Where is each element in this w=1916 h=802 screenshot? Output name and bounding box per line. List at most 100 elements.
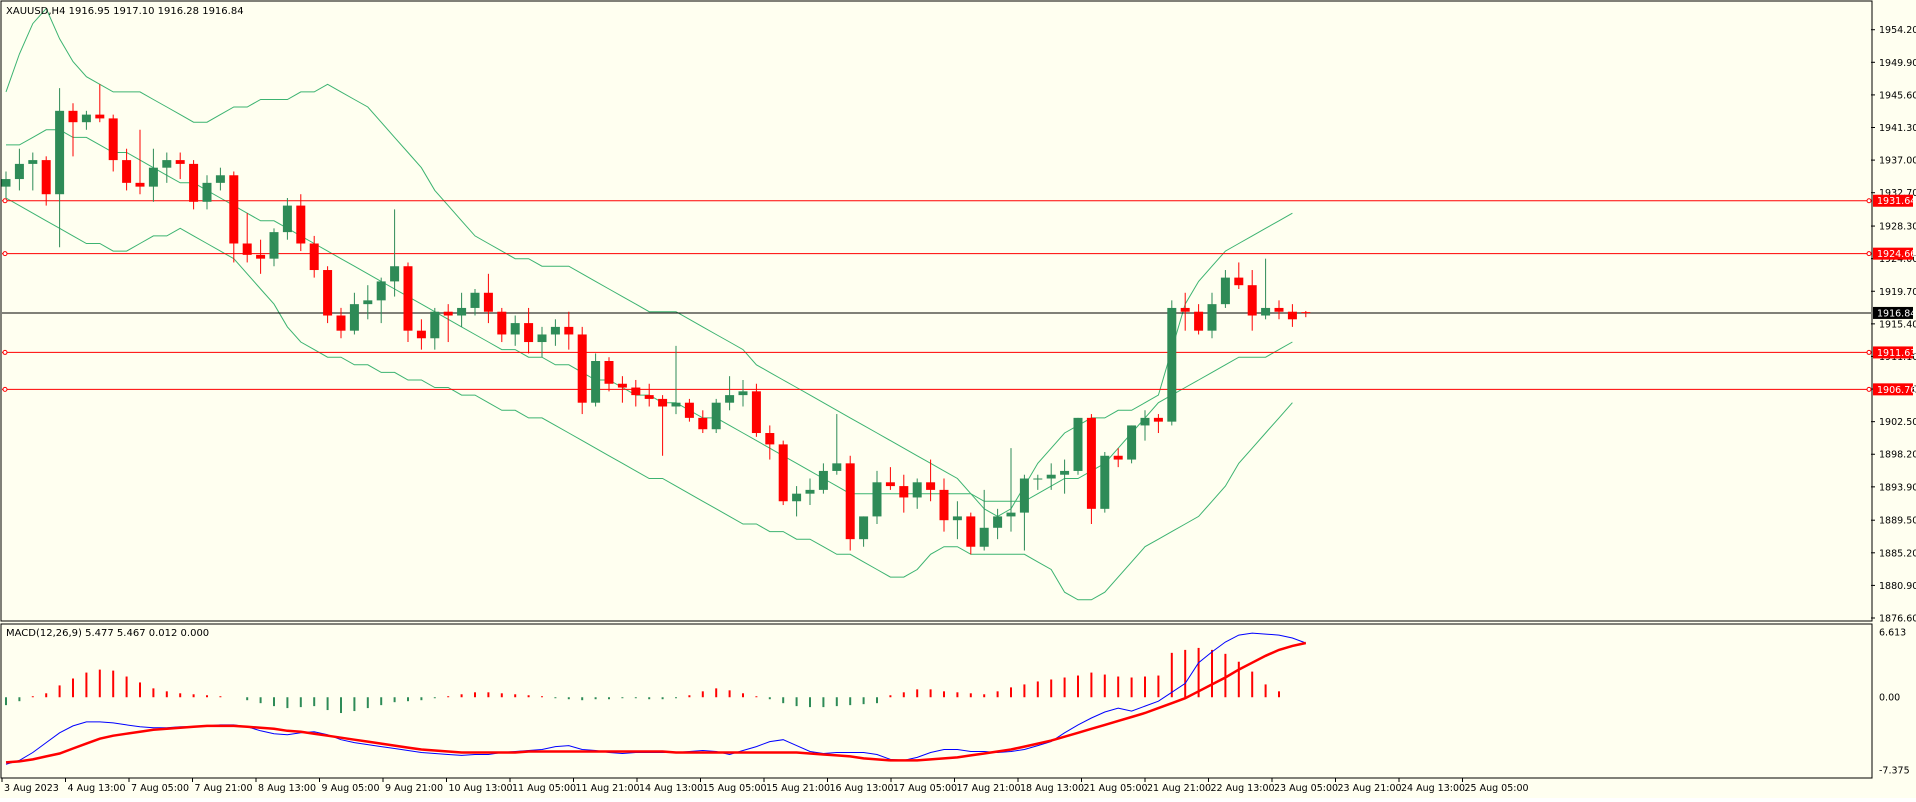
- candle-body-bull: [1167, 307, 1177, 422]
- time-tick-label: 17 Aug 21:00: [957, 783, 1021, 794]
- candle-body-bull: [872, 482, 882, 517]
- candle-body-bull: [1100, 455, 1110, 509]
- price-tick-label: 1902.50: [1879, 417, 1916, 428]
- candle-body-bear: [189, 163, 199, 202]
- candle-body-bear: [416, 330, 426, 339]
- candle-body-bear: [256, 254, 266, 259]
- candle-body-bear: [229, 175, 239, 244]
- time-tick-label: 23 Aug 05:00: [1274, 783, 1338, 794]
- candle-body-bear: [604, 361, 614, 384]
- candle-body-bear: [899, 486, 909, 498]
- candle-body-bull: [269, 232, 279, 259]
- candle-body-bull: [457, 307, 467, 316]
- time-axis: 3 Aug 2023 4 Aug 13:00 7 Aug 05:00 7 Aug 21…: [1, 778, 1529, 794]
- level-anchor-left: [2, 386, 8, 392]
- signal-line: [5, 641, 1307, 764]
- price-tick-label: 1876.60: [1879, 614, 1916, 625]
- time-tick-label: 9 Aug 05:00: [322, 783, 380, 794]
- candlestick-series: [1, 84, 1311, 555]
- level-price-label: 1906.76: [1877, 385, 1916, 396]
- level-anchor-left: [2, 251, 8, 257]
- candle-body-bull: [1220, 277, 1230, 305]
- candle-body-bear: [617, 383, 627, 388]
- candle-body-bear: [323, 270, 333, 316]
- candle-body-bull: [912, 482, 922, 498]
- candle-body-bear: [1153, 417, 1163, 422]
- time-tick-label: 18 Aug 13:00: [1020, 783, 1084, 794]
- time-tick-label: 8 Aug 13:00: [258, 783, 316, 794]
- level-anchor-right: [1866, 386, 1872, 392]
- candle-body-bull: [1019, 478, 1029, 513]
- candle-body-bear: [1086, 417, 1096, 509]
- candle-body-bull: [162, 160, 172, 168]
- candle-body-bear: [122, 160, 132, 183]
- time-tick-label: 11 Aug 21:00: [576, 783, 640, 794]
- candle-body-bull: [510, 323, 520, 335]
- level-price-tag: [1873, 247, 1913, 260]
- candle-body-bear: [41, 160, 51, 195]
- level-anchor-left: [2, 349, 8, 355]
- candle-body-bull: [390, 266, 400, 282]
- candle-body-bull: [363, 300, 373, 305]
- candle-body-bear: [1247, 285, 1257, 316]
- price-axis: 1954.20 1949.90 1945.60 1941.30 1937.00 1932.…: [1871, 25, 1916, 625]
- candle-body-bull: [1, 179, 11, 187]
- candle-body-bear: [403, 266, 413, 331]
- candle-body-bear: [939, 489, 949, 521]
- candle-body-bull: [1207, 304, 1217, 331]
- level-anchor-left: [2, 198, 8, 204]
- candle-body-bull: [1261, 307, 1271, 316]
- time-tick-label: 9 Aug 21:00: [385, 783, 443, 794]
- candle-body-bear: [564, 326, 574, 335]
- price-pane-frame: [0, 0, 1873, 622]
- macd-pane-frame: [0, 623, 1873, 779]
- candle-body-bear: [108, 118, 118, 161]
- candle-body-bear: [885, 482, 895, 487]
- candle-body-bull: [28, 160, 38, 164]
- candle-body-bull: [671, 402, 681, 407]
- level-anchor-right: [1866, 349, 1872, 355]
- current-price-tag: [1873, 306, 1913, 319]
- candle-body-bull: [550, 326, 560, 335]
- candle-body-bull: [1073, 417, 1083, 471]
- time-tick-label: 23 Aug 21:00: [1338, 783, 1402, 794]
- candle-body-bull: [537, 334, 547, 343]
- price-tick-label: 1949.90: [1879, 58, 1916, 69]
- macd-axis: 6.613 0.00 -7.375: [1879, 628, 1910, 777]
- candle-body-bull: [711, 402, 721, 430]
- price-tick-label: 1932.70: [1879, 188, 1916, 199]
- macd-header: MACD(12,26,9) 5.477 5.467 0.012 0.000: [6, 628, 209, 639]
- candle-body-bull: [349, 304, 359, 331]
- level-price-tag: [1873, 383, 1913, 396]
- candle-body-bull: [202, 182, 212, 202]
- time-tick-label: 4 Aug 13:00: [68, 783, 126, 794]
- candle-body-bull: [591, 361, 601, 403]
- candle-body-bear: [778, 444, 788, 502]
- candle-body-bear: [497, 311, 507, 335]
- candle-body-bull: [1060, 470, 1070, 475]
- time-tick-label: 17 Aug 05:00: [893, 783, 957, 794]
- time-tick-label: 10 Aug 13:00: [449, 783, 513, 794]
- candle-body-bear: [658, 398, 668, 407]
- price-tick-label: 1941.30: [1879, 123, 1916, 134]
- symbol-header: XAUUSD,H4 1916.95 1917.10 1916.28 1916.8…: [6, 6, 244, 17]
- level-anchor-right: [1866, 198, 1872, 204]
- candle-body-bull: [818, 470, 828, 490]
- level-price-label: 1911.63: [1877, 348, 1916, 359]
- price-tick-label: 1893.90: [1879, 482, 1916, 493]
- time-tick-label: 24 Aug 13:00: [1401, 783, 1465, 794]
- candle-body-bear: [309, 243, 319, 271]
- price-tick-label: 1880.90: [1879, 581, 1916, 592]
- candle-body-bear: [483, 292, 493, 312]
- candle-body-bear: [1287, 311, 1297, 320]
- candle-body-bear: [242, 243, 252, 255]
- candle-body-bull: [725, 395, 735, 403]
- candle-body-bear: [175, 160, 185, 164]
- price-tick-label: 1919.70: [1879, 287, 1916, 298]
- price-tick-label: 1924.00: [1879, 254, 1916, 265]
- candle-body-bull: [376, 281, 386, 301]
- candle-body-bull: [430, 311, 440, 339]
- candle-body-bull: [993, 516, 1003, 528]
